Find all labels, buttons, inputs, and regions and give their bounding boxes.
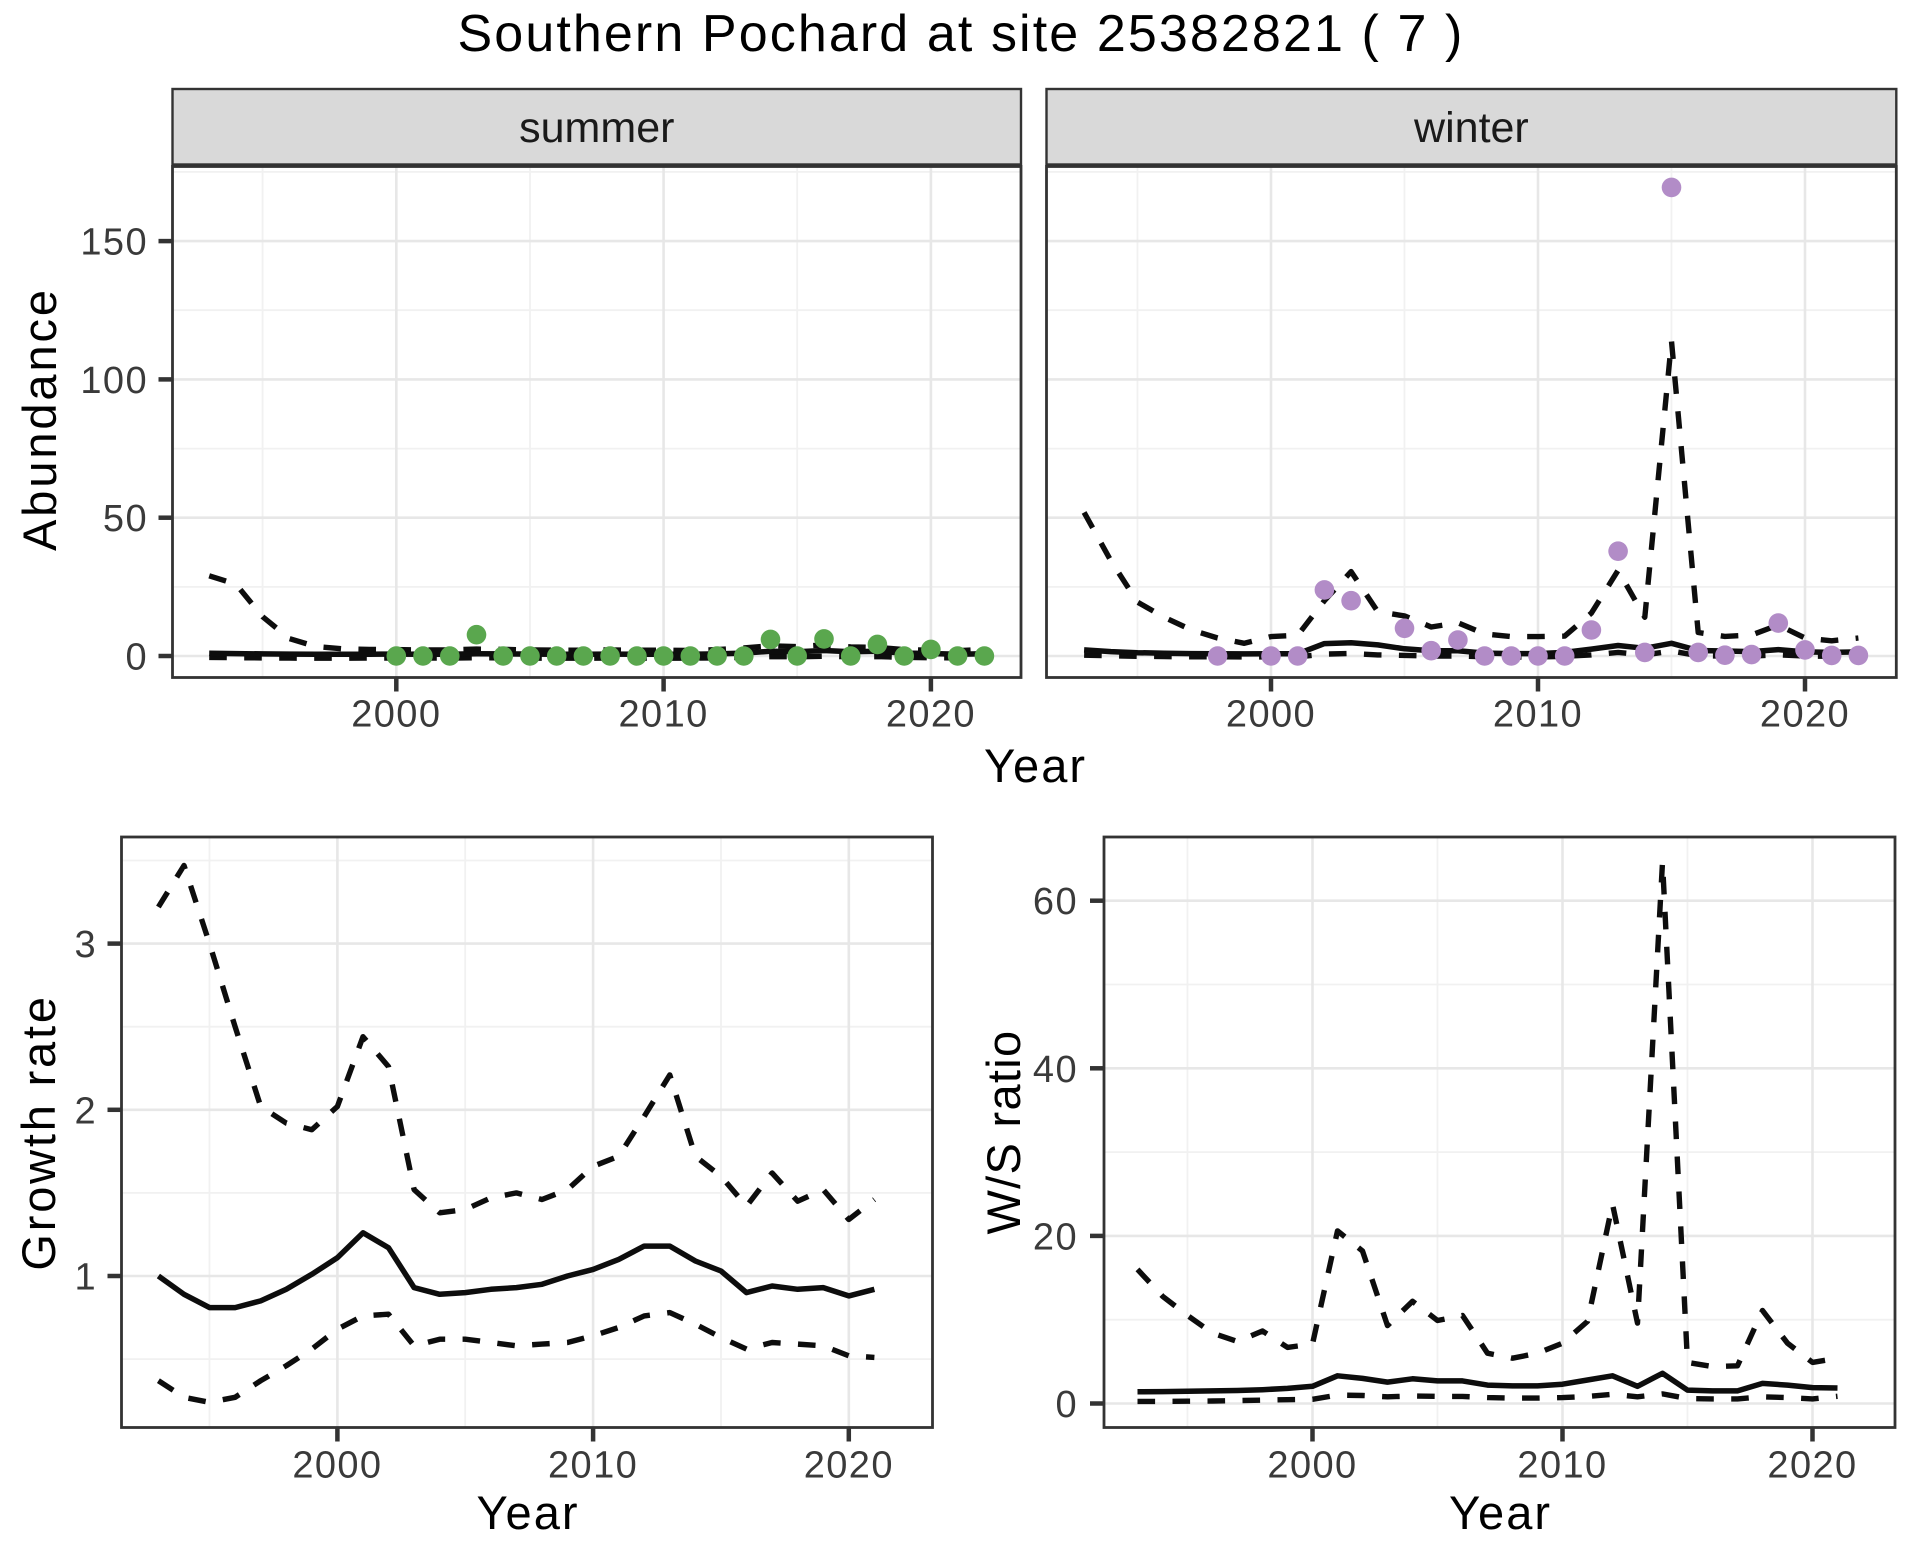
svg-text:2010: 2010	[1517, 1445, 1607, 1487]
svg-text:0: 0	[1055, 1384, 1078, 1426]
svg-text:3: 3	[74, 924, 97, 966]
svg-text:2000: 2000	[1267, 1445, 1357, 1487]
svg-text:2000: 2000	[351, 694, 441, 736]
svg-text:0: 0	[125, 637, 148, 679]
svg-text:150: 150	[80, 222, 148, 264]
svg-text:winter: winter	[1413, 104, 1529, 152]
svg-text:Year: Year	[984, 739, 1087, 792]
svg-text:2000: 2000	[292, 1445, 382, 1487]
svg-text:1: 1	[74, 1257, 97, 1299]
svg-text:20: 20	[1033, 1216, 1078, 1258]
svg-text:2010: 2010	[548, 1445, 638, 1487]
svg-text:50: 50	[103, 498, 148, 540]
svg-text:summer: summer	[519, 104, 674, 152]
svg-text:60: 60	[1033, 881, 1078, 923]
svg-text:Year: Year	[477, 1486, 580, 1539]
svg-text:2010: 2010	[619, 694, 709, 736]
svg-text:W/S ratio: W/S ratio	[977, 1030, 1030, 1235]
svg-text:2020: 2020	[804, 1445, 894, 1487]
svg-text:100: 100	[80, 360, 148, 402]
svg-text:Southern Pochard at site 25382: Southern Pochard at site 25382821 ( 7 )	[458, 5, 1465, 63]
svg-text:2: 2	[74, 1090, 97, 1132]
svg-text:2020: 2020	[1760, 694, 1850, 736]
svg-text:Growth rate: Growth rate	[12, 994, 65, 1270]
svg-text:Year: Year	[1449, 1486, 1552, 1539]
svg-text:2000: 2000	[1226, 694, 1316, 736]
svg-text:Abundance: Abundance	[13, 287, 66, 551]
svg-text:40: 40	[1033, 1049, 1078, 1091]
svg-text:2020: 2020	[886, 694, 976, 736]
svg-text:2020: 2020	[1767, 1445, 1857, 1487]
svg-text:2010: 2010	[1493, 694, 1583, 736]
